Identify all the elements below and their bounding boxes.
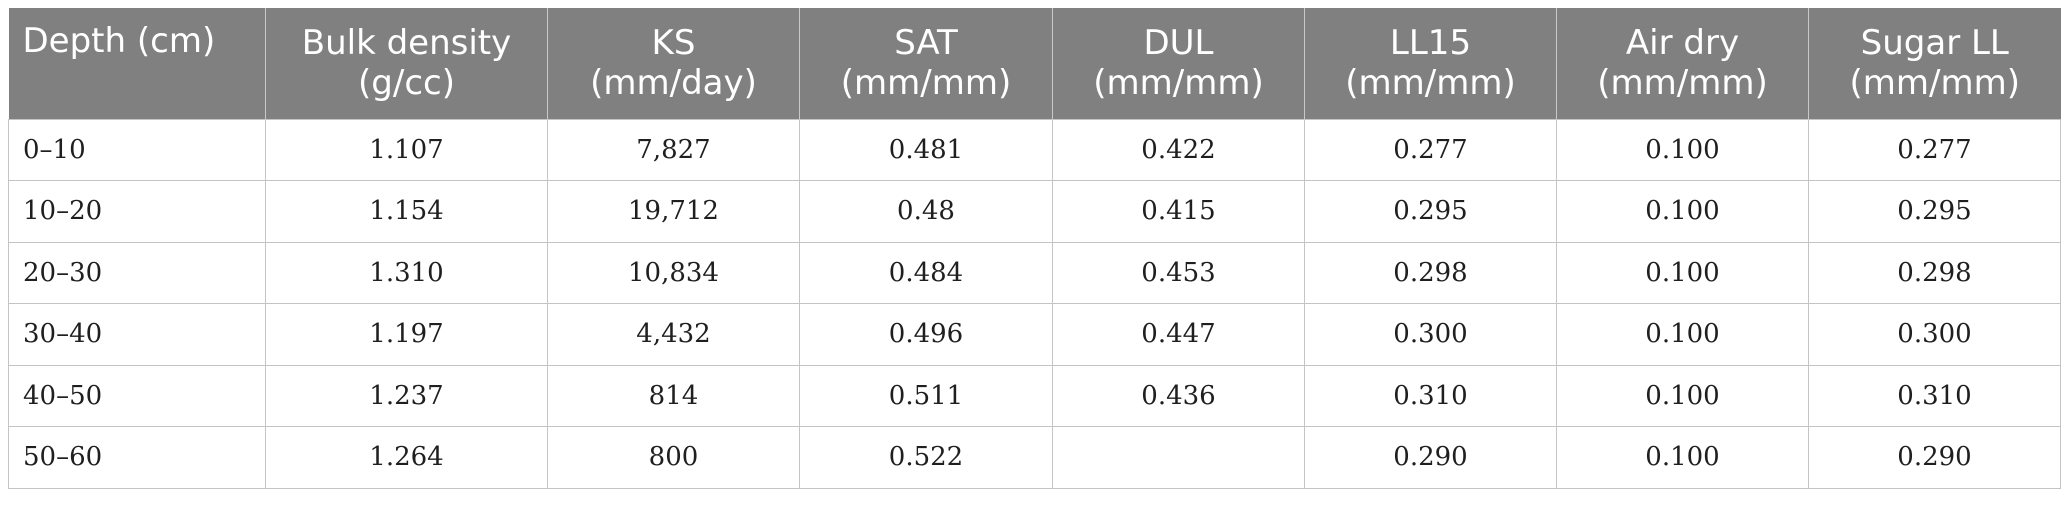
table-cell-sat: 0.496	[799, 303, 1053, 366]
column-header-label: KS	[651, 23, 696, 64]
table-cell-air-dry: 0.100	[1556, 180, 1809, 243]
table-cell-sugar-ll: 0.290	[1808, 426, 2061, 489]
column-header-label: DUL	[1143, 23, 1214, 64]
table-row: 10–20 1.154 19,712 0.48 0.415 0.295 0.100 0.295	[8, 180, 2061, 243]
table-cell-ll15: 0.277	[1304, 118, 1557, 181]
table-row: 20–30 1.310 10,834 0.484 0.453 0.298 0.100 0.29…	[8, 241, 2061, 304]
table-body: 0–10 1.107 7,827 0.481 0.422 0.277 0.100 0.277 1…	[8, 118, 2061, 489]
column-header-label: Depth (cm)	[22, 21, 216, 61]
column-header-label: Air dry	[1625, 23, 1740, 64]
table-cell-sugar-ll: 0.277	[1808, 118, 2061, 181]
table-cell-dul: 0.436	[1052, 364, 1305, 427]
column-header-unit: (mm/mm)	[1849, 63, 2020, 104]
table-cell-air-dry: 0.100	[1556, 118, 1809, 181]
table-cell-bulk-density: 1.154	[265, 180, 548, 243]
column-header-ll15: LL15 (mm/mm)	[1304, 8, 1557, 119]
table-cell-dul	[1052, 426, 1305, 489]
table-cell-dul: 0.422	[1052, 118, 1305, 181]
table-cell-sugar-ll: 0.300	[1808, 303, 2061, 366]
table-cell-ll15: 0.290	[1304, 426, 1557, 489]
table-cell-ks: 19,712	[547, 180, 800, 243]
table-cell-dul: 0.415	[1052, 180, 1305, 243]
column-header-dul: DUL (mm/mm)	[1052, 8, 1305, 119]
soil-properties-table: Depth (cm) Bulk density (g/cc) KS (mm/day) SA…	[8, 8, 2061, 489]
column-header-unit: (mm/day)	[590, 63, 757, 104]
table-cell-ks: 10,834	[547, 241, 800, 304]
table-cell-sat: 0.48	[799, 180, 1053, 243]
soil-properties-table-container: Depth (cm) Bulk density (g/cc) KS (mm/day) SA…	[8, 8, 2061, 489]
table-cell-bulk-density: 1.107	[265, 118, 548, 181]
table-cell-air-dry: 0.100	[1556, 426, 1809, 489]
table-cell-depth: 0–10	[8, 118, 266, 181]
column-header-air-dry: Air dry (mm/mm)	[1556, 8, 1809, 119]
table-cell-air-dry: 0.100	[1556, 303, 1809, 366]
table-cell-depth: 10–20	[8, 180, 266, 243]
table-cell-sugar-ll: 0.295	[1808, 180, 2061, 243]
table-cell-ll15: 0.300	[1304, 303, 1557, 366]
table-cell-ll15: 0.298	[1304, 241, 1557, 304]
table-cell-ll15: 0.295	[1304, 180, 1557, 243]
table-cell-sugar-ll: 0.298	[1808, 241, 2061, 304]
table-cell-sat: 0.481	[799, 118, 1053, 181]
column-header-bulk-density: Bulk density (g/cc)	[265, 8, 548, 119]
column-header-unit: (g/cc)	[358, 63, 455, 104]
column-header-sat: SAT (mm/mm)	[799, 8, 1053, 119]
table-cell-depth: 40–50	[8, 364, 266, 427]
table-cell-air-dry: 0.100	[1556, 364, 1809, 427]
table-header: Depth (cm) Bulk density (g/cc) KS (mm/day) SA…	[8, 8, 2061, 119]
table-cell-ks: 7,827	[547, 118, 800, 181]
table-cell-ks: 4,432	[547, 303, 800, 366]
table-cell-bulk-density: 1.197	[265, 303, 548, 366]
table-cell-sugar-ll: 0.310	[1808, 364, 2061, 427]
column-header-label: Bulk density	[301, 23, 512, 64]
header-row: Depth (cm) Bulk density (g/cc) KS (mm/day) SA…	[8, 8, 2061, 119]
table-cell-sat: 0.522	[799, 426, 1053, 489]
column-header-depth: Depth (cm)	[8, 8, 266, 119]
table-cell-sat: 0.511	[799, 364, 1053, 427]
table-cell-bulk-density: 1.310	[265, 241, 548, 304]
table-cell-depth: 30–40	[8, 303, 266, 366]
table-row: 0–10 1.107 7,827 0.481 0.422 0.277 0.100 0.277	[8, 118, 2061, 181]
table-cell-depth: 20–30	[8, 241, 266, 304]
table-cell-dul: 0.447	[1052, 303, 1305, 366]
column-header-unit: (mm/mm)	[1597, 63, 1768, 104]
table-cell-bulk-density: 1.237	[265, 364, 548, 427]
column-header-label: Sugar LL	[1860, 23, 2009, 64]
table-cell-bulk-density: 1.264	[265, 426, 548, 489]
column-header-label: LL15	[1389, 23, 1472, 64]
table-row: 30–40 1.197 4,432 0.496 0.447 0.300 0.100 0.300	[8, 303, 2061, 366]
table-cell-ll15: 0.310	[1304, 364, 1557, 427]
column-header-ks: KS (mm/day)	[547, 8, 800, 119]
table-cell-depth: 50–60	[8, 426, 266, 489]
table-row: 40–50 1.237 814 0.511 0.436 0.310 0.100 0.310	[8, 364, 2061, 427]
column-header-unit: (mm/mm)	[1345, 63, 1516, 104]
column-header-unit: (mm/mm)	[840, 63, 1012, 104]
table-cell-air-dry: 0.100	[1556, 241, 1809, 304]
column-header-sugar-ll: Sugar LL (mm/mm)	[1808, 8, 2061, 119]
table-cell-ks: 800	[547, 426, 800, 489]
table-row: 50–60 1.264 800 0.522 0.290 0.100 0.290	[8, 426, 2061, 489]
column-header-unit: (mm/mm)	[1093, 63, 1264, 104]
table-cell-ks: 814	[547, 364, 800, 427]
column-header-label: SAT	[894, 23, 958, 64]
table-cell-dul: 0.453	[1052, 241, 1305, 304]
table-cell-sat: 0.484	[799, 241, 1053, 304]
